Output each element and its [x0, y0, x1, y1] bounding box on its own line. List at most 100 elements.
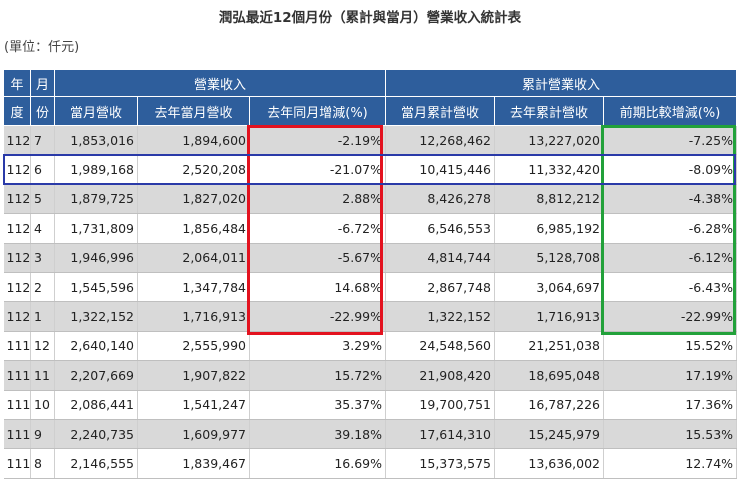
cell-last-year-month-revenue: 2,520,208 [137, 154, 250, 185]
cell-month-cumulative: 12,268,462 [385, 125, 495, 156]
header-group-cumulative: 累計營業收入 [384, 69, 738, 97]
cell-month-cumulative: 24,548,560 [385, 331, 495, 362]
cell-cumulative-change: 15.53% [603, 419, 738, 450]
header-month-top: 月 [30, 69, 55, 97]
cell-last-year-cumulative: 15,245,979 [494, 419, 604, 450]
header-last-year-month-revenue: 去年當月營收 [137, 96, 250, 126]
table-row: 112 7 1,853,016 1,894,600 -2.19% 12,268,462 13… [3, 125, 738, 156]
cell-last-year-month-revenue: 1,609,977 [137, 419, 250, 450]
cell-month-revenue: 1,322,152 [54, 301, 138, 332]
cell-last-year-month-revenue: 2,555,990 [137, 331, 250, 362]
cell-last-year-cumulative: 8,812,212 [494, 184, 604, 215]
cell-year: 112 [3, 125, 31, 156]
cell-year: 111 [3, 331, 31, 362]
table-body: 112 7 1,853,016 1,894,600 -2.19% 12,268,462 13… [3, 125, 738, 479]
cell-cumulative-change: 15.52% [603, 331, 738, 362]
cell-last-year-month-revenue: 1,856,484 [137, 213, 250, 244]
cell-year: 112 [3, 154, 31, 185]
cell-month-revenue: 1,946,996 [54, 243, 138, 273]
table-row: 111 11 2,207,669 1,907,822 15.72% 21,908,420 1… [3, 360, 738, 391]
cell-last-year-cumulative: 6,985,192 [494, 213, 604, 244]
cell-month-cumulative: 15,373,575 [385, 448, 495, 479]
cell-last-year-month-revenue: 1,716,913 [137, 301, 250, 332]
table-row: 112 2 1,545,596 1,347,784 14.68% 2,867,748 3,0… [3, 272, 738, 303]
cell-month-cumulative: 8,426,278 [385, 184, 495, 215]
cell-month: 11 [30, 360, 55, 391]
header-month-bottom: 份 [30, 96, 55, 126]
table-row: 112 1 1,322,152 1,716,913 -22.99% 1,322,152 1,… [3, 301, 738, 332]
cell-month-revenue: 1,989,168 [54, 154, 138, 185]
cell-yoy-change: 14.68% [249, 272, 386, 303]
cell-month: 7 [30, 125, 55, 156]
cell-year: 111 [3, 360, 31, 391]
cell-month-revenue: 1,853,016 [54, 125, 138, 156]
cell-yoy-change: -2.19% [249, 125, 386, 156]
cell-year: 112 [3, 301, 31, 332]
cell-month-cumulative: 1,322,152 [385, 301, 495, 332]
cell-last-year-cumulative: 13,227,020 [494, 125, 604, 156]
cell-last-year-month-revenue: 1,907,822 [137, 360, 250, 391]
cell-cumulative-change: 17.19% [603, 360, 738, 391]
table-row: 111 12 2,640,140 2,555,990 3.29% 24,548,560 21… [3, 331, 738, 362]
cell-last-year-month-revenue: 1,894,600 [137, 125, 250, 156]
cell-month-cumulative: 19,700,751 [385, 390, 495, 420]
cell-last-year-cumulative: 16,787,226 [494, 390, 604, 420]
table-row: 112 4 1,731,809 1,856,484 -6.72% 6,546,553 6,9… [3, 213, 738, 244]
header-group-revenue: 營業收入 [54, 69, 386, 97]
cell-month: 4 [30, 213, 55, 244]
cell-cumulative-change: 17.36% [603, 390, 738, 420]
table-row: 112 6 1,989,168 2,520,208 -21.07% 10,415,446 1… [3, 154, 738, 185]
cell-year: 112 [3, 243, 31, 273]
cell-yoy-change: 15.72% [249, 360, 386, 391]
header-yoy-change: 去年同月增減(%) [249, 96, 386, 126]
table-row: 111 10 2,086,441 1,541,247 35.37% 19,700,751 1… [3, 390, 738, 420]
cell-month: 5 [30, 184, 55, 215]
cell-yoy-change: 3.29% [249, 331, 386, 362]
cell-cumulative-change: -6.12% [603, 243, 738, 273]
cell-month-revenue: 1,545,596 [54, 272, 138, 303]
header-cumulative-change: 前期比較增減(%) [602, 96, 738, 126]
cell-yoy-change: -22.99% [249, 301, 386, 332]
table-row: 112 3 1,946,996 2,064,011 -5.67% 4,814,744 5,1… [3, 243, 738, 273]
cell-month-revenue: 1,731,809 [54, 213, 138, 244]
cell-last-year-month-revenue: 1,541,247 [137, 390, 250, 420]
cell-cumulative-change: -6.43% [603, 272, 738, 303]
table-row: 112 5 1,879,725 1,827,020 2.88% 8,426,278 8,81… [3, 184, 738, 215]
table-header: 年 月 營業收入 累計營業收入 度 份 當月營收 去年當月營收 去年同月增減(%… [3, 69, 738, 126]
cell-cumulative-change: 12.74% [603, 448, 738, 479]
cell-last-year-cumulative: 1,716,913 [494, 301, 604, 332]
cell-year: 112 [3, 213, 31, 244]
cell-yoy-change: 2.88% [249, 184, 386, 215]
cell-month-cumulative: 21,908,420 [385, 360, 495, 391]
table-row: 111 9 2,240,735 1,609,977 39.18% 17,614,310 15… [3, 419, 738, 450]
cell-month-cumulative: 4,814,744 [385, 243, 495, 273]
cell-month-revenue: 2,146,555 [54, 448, 138, 479]
cell-last-year-cumulative: 3,064,697 [494, 272, 604, 303]
cell-month-cumulative: 17,614,310 [385, 419, 495, 450]
cell-month: 12 [30, 331, 55, 362]
cell-cumulative-change: -22.99% [603, 301, 738, 332]
revenue-table-container: 年 月 營業收入 累計營業收入 度 份 當月營收 去年當月營收 去年同月增減(%… [3, 69, 738, 479]
cell-month-revenue: 2,240,735 [54, 419, 138, 450]
table-row: 111 8 2,146,555 1,839,467 16.69% 15,373,575 13… [3, 448, 738, 479]
cell-year: 111 [3, 419, 31, 450]
cell-month: 3 [30, 243, 55, 273]
cell-month-revenue: 1,879,725 [54, 184, 138, 215]
cell-yoy-change: 35.37% [249, 390, 386, 420]
cell-yoy-change: 39.18% [249, 419, 386, 450]
header-last-year-cumulative: 去年累計營收 [494, 96, 604, 126]
cell-last-year-cumulative: 11,332,420 [494, 154, 604, 185]
cell-month-cumulative: 6,546,553 [385, 213, 495, 244]
cell-last-year-cumulative: 21,251,038 [494, 331, 604, 362]
cell-last-year-cumulative: 13,636,002 [494, 448, 604, 479]
header-year-bottom: 度 [3, 96, 31, 126]
header-month-cumulative: 當月累計營收 [385, 96, 495, 126]
cell-month-revenue: 2,086,441 [54, 390, 138, 420]
cell-last-year-month-revenue: 2,064,011 [137, 243, 250, 273]
cell-month-cumulative: 10,415,446 [385, 154, 495, 185]
cell-last-year-month-revenue: 1,347,784 [137, 272, 250, 303]
cell-month-revenue: 2,640,140 [54, 331, 138, 362]
cell-yoy-change: -21.07% [249, 154, 386, 185]
header-month-revenue: 當月營收 [54, 96, 138, 126]
cell-last-year-month-revenue: 1,839,467 [137, 448, 250, 479]
